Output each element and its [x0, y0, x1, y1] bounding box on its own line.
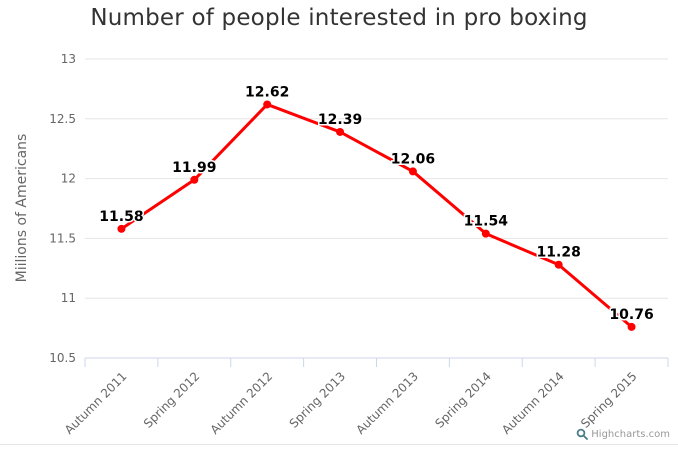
x-axis-category-label: Autumn 2014 — [499, 369, 567, 437]
series-line — [119, 102, 634, 329]
data-point-marker[interactable] — [190, 175, 199, 184]
y-axis-tick-label: 11 — [61, 291, 76, 305]
data-point-label: 11.54 — [464, 214, 509, 230]
y-axis-tick-label: 11.5 — [49, 231, 76, 245]
y-axis-tick-label: 12.5 — [49, 112, 76, 126]
highcharts-logo-icon — [576, 428, 589, 440]
x-axis-category-label: Autumn 2011 — [62, 369, 130, 437]
y-axis-tick-label: 10.5 — [49, 351, 76, 365]
y-axis-tick-label: 12 — [61, 172, 76, 186]
data-point-label: 12.06 — [391, 151, 435, 167]
bottom-divider — [0, 444, 678, 445]
data-point-marker[interactable] — [627, 322, 636, 331]
data-point-marker[interactable] — [554, 260, 563, 269]
data-point-marker[interactable] — [408, 167, 417, 176]
data-point-label: 11.99 — [172, 160, 216, 176]
data-point-marker[interactable] — [263, 100, 272, 109]
x-axis-category-label: Autumn 2012 — [208, 369, 276, 437]
data-point-label: 11.28 — [537, 245, 581, 261]
data-point-label: 12.39 — [318, 112, 362, 128]
data-point-marker[interactable] — [481, 229, 490, 238]
data-point-marker[interactable] — [336, 127, 345, 136]
x-axis-category-label: Spring 2012 — [141, 369, 203, 431]
x-axis-category-label: Spring 2014 — [432, 369, 494, 431]
y-axis-tick-label: 13 — [61, 52, 76, 66]
data-point-label: 10.76 — [609, 307, 653, 323]
chart-title: Number of people interested in pro boxin… — [90, 5, 588, 31]
credit-label: Highcharts.com — [591, 428, 670, 440]
data-point-label: 11.58 — [99, 209, 143, 225]
x-axis-category-label: Spring 2013 — [287, 369, 349, 431]
x-axis-category-label: Spring 2015 — [578, 369, 640, 431]
data-point-marker[interactable] — [117, 224, 126, 233]
x-axis-category-label: Autumn 2013 — [353, 369, 421, 437]
highcharts-credit[interactable]: Highcharts.com — [576, 428, 670, 440]
data-point-label: 12.62 — [245, 84, 289, 100]
